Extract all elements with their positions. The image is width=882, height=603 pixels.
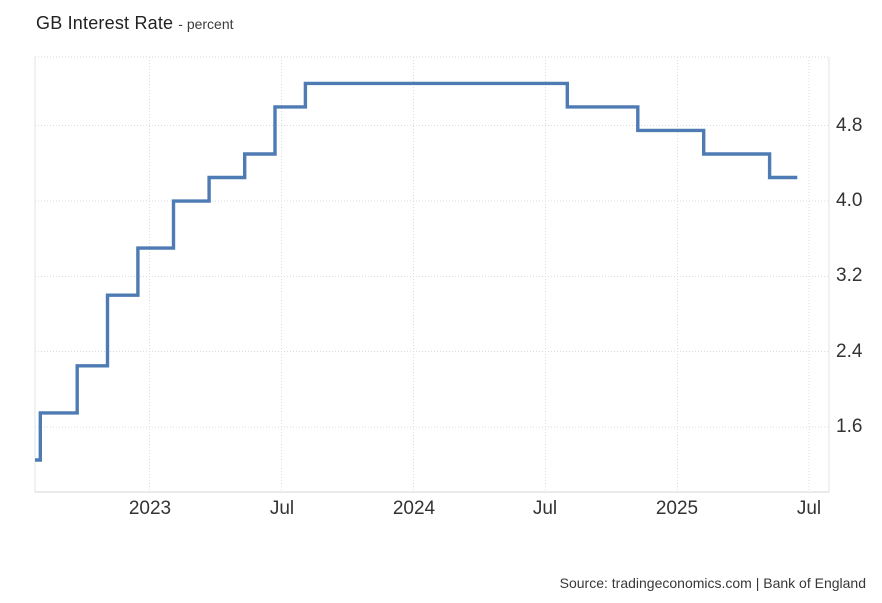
x-tick-label: Jul (532, 498, 558, 519)
source-attribution: Source: tradingeconomics.com | Bank of E… (559, 575, 866, 591)
gridlines (35, 57, 829, 492)
y-tick-label: 1.6 (836, 416, 863, 437)
y-tick-label: 4.0 (836, 190, 863, 211)
plot-area (34, 56, 830, 493)
y-tick-label: 3.2 (836, 265, 863, 286)
x-tick-label: 2025 (655, 498, 699, 519)
x-tick-label: Jul (796, 498, 822, 519)
x-tick-label: Jul (269, 498, 295, 519)
x-tick-label: 2024 (392, 498, 436, 519)
x-tick-label: 2023 (128, 498, 172, 519)
chart-subtitle: - percent (178, 16, 234, 32)
chart-title: GB Interest Rate (36, 13, 174, 33)
y-tick-label: 2.4 (836, 341, 863, 362)
rate-step-line (35, 81, 798, 462)
chart-header: GB Interest Rate - percent (36, 13, 234, 34)
y-tick-label: 4.8 (836, 115, 863, 136)
plot-border (34, 56, 830, 493)
